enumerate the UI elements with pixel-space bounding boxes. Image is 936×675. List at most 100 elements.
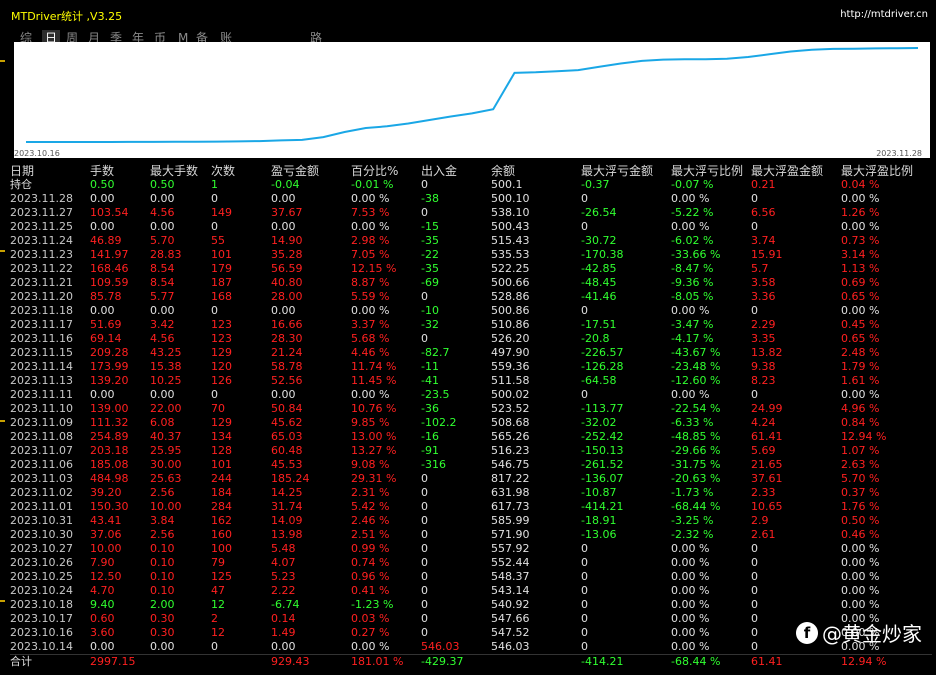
cell-4: 16.66 bbox=[271, 318, 303, 331]
tab-5[interactable]: 年 bbox=[132, 31, 145, 45]
cell-9: -6.02 % bbox=[671, 234, 714, 247]
table-row: 2023.10.25 12.50 0.10 125 5.23 0.96 % 0 548.37 0… bbox=[10, 570, 932, 584]
cell-0: 2023.11.16 bbox=[10, 332, 73, 345]
cell-6: -11 bbox=[421, 360, 439, 373]
table-row: 2023.11.23 141.97 28.83 101 35.28 7.05 % -22 53… bbox=[10, 248, 932, 262]
cell-9: -3.47 % bbox=[671, 318, 714, 331]
cell-9: -68.44 % bbox=[671, 500, 721, 513]
cell-3: 129 bbox=[211, 416, 232, 429]
cell-11: 0.65 % bbox=[841, 332, 880, 345]
cell-5: 百分比% bbox=[351, 164, 399, 178]
tab-0[interactable]: 综 bbox=[20, 31, 33, 45]
cell-6: -38 bbox=[421, 192, 439, 205]
cell-5: 10.76 % bbox=[351, 402, 397, 415]
cell-6: 0 bbox=[421, 598, 428, 611]
cell-2: 5.77 bbox=[150, 290, 175, 303]
cell-0: 2023.11.18 bbox=[10, 304, 73, 317]
cell-6: 0 bbox=[421, 542, 428, 555]
cell-2: 4.56 bbox=[150, 332, 175, 345]
cell-8: -150.13 bbox=[581, 444, 624, 457]
cell-4: 31.74 bbox=[271, 500, 303, 513]
cell-11: 0.45 % bbox=[841, 318, 880, 331]
cell-1: 0.00 bbox=[90, 192, 115, 205]
cell-10: 0 bbox=[751, 640, 758, 653]
cell-1: 12.50 bbox=[90, 570, 122, 583]
cell-0: 2023.11.14 bbox=[10, 360, 73, 373]
cell-0: 2023.10.26 bbox=[10, 556, 73, 569]
cell-9: -1.73 % bbox=[671, 486, 714, 499]
cell-0: 2023.10.30 bbox=[10, 528, 73, 541]
cell-10: 3.35 bbox=[751, 332, 776, 345]
cell-4: 14.90 bbox=[271, 234, 303, 247]
cell-11: 3.14 % bbox=[841, 248, 880, 261]
cell-4: -6.74 bbox=[271, 598, 300, 611]
tab-2[interactable]: 周 bbox=[66, 31, 79, 45]
cell-9: -48.85 % bbox=[671, 430, 721, 443]
cell-8: -126.28 bbox=[581, 360, 624, 373]
table-row: 2023.10.31 43.41 3.84 162 14.09 2.46 % 0 585.99… bbox=[10, 514, 932, 528]
cell-5: 2.51 % bbox=[351, 528, 390, 541]
cell-11: 1.26 % bbox=[841, 206, 880, 219]
cell-0: 2023.11.10 bbox=[10, 402, 73, 415]
cell-5: 0.00 % bbox=[351, 192, 390, 205]
cell-3: 2 bbox=[211, 612, 218, 625]
cell-6: -23.5 bbox=[421, 388, 450, 401]
table-row: 2023.11.02 39.20 2.56 184 14.25 2.31 % 0 631.98… bbox=[10, 486, 932, 500]
cell-10: 6.56 bbox=[751, 206, 776, 219]
cell-9: 0.00 % bbox=[671, 304, 710, 317]
tab-6[interactable]: 币 bbox=[154, 31, 167, 45]
tab-8[interactable]: 备 bbox=[196, 31, 209, 45]
cell-7: 508.68 bbox=[491, 416, 530, 429]
table-row: 2023.11.09 111.32 6.08 129 45.62 9.85 % -102.2… bbox=[10, 416, 932, 430]
facebook-icon: f bbox=[796, 621, 818, 644]
cell-2: 5.70 bbox=[150, 234, 175, 247]
cell-9: 0.00 % bbox=[671, 556, 710, 569]
cell-9: -9.36 % bbox=[671, 276, 714, 289]
cell-7: 631.98 bbox=[491, 486, 530, 499]
cell-6: 0 bbox=[421, 528, 428, 541]
cell-9: -4.17 % bbox=[671, 332, 714, 345]
cell-1: 484.98 bbox=[90, 472, 129, 485]
cell-10: 0 bbox=[751, 598, 758, 611]
cell-11: 1.76 % bbox=[841, 500, 880, 513]
stats-panel: MTDriver统计 ,V3.25 http://mtdriver.cn 综日周… bbox=[6, 0, 936, 675]
cell-8: -13.06 bbox=[581, 528, 617, 541]
tab-4[interactable]: 季 bbox=[110, 31, 123, 45]
cell-0: 2023.10.27 bbox=[10, 542, 73, 555]
cell-1: 9.40 bbox=[90, 598, 115, 611]
cell-2: 0.00 bbox=[150, 388, 175, 401]
cell-3: 123 bbox=[211, 332, 232, 345]
cell-8: -17.51 bbox=[581, 318, 617, 331]
cell-10: 2.9 bbox=[751, 514, 769, 527]
cell-8: -136.07 bbox=[581, 472, 624, 485]
cell-1: 0.00 bbox=[90, 640, 115, 653]
cell-2: 4.56 bbox=[150, 206, 175, 219]
cell-1: 109.59 bbox=[90, 276, 129, 289]
website-link[interactable]: http://mtdriver.cn bbox=[840, 9, 928, 20]
cell-9: -68.44 % bbox=[671, 655, 721, 668]
cell-10: 0.21 bbox=[751, 178, 776, 191]
cell-9: -8.47 % bbox=[671, 262, 714, 275]
cell-11: 12.94 % bbox=[841, 430, 887, 443]
table-row: 2023.11.28 0.00 0.00 0 0.00 0.00 % -38 500.10 0 0… bbox=[10, 192, 932, 206]
cell-8: -41.46 bbox=[581, 290, 617, 303]
cell-11: 2.48 % bbox=[841, 346, 880, 359]
cell-0: 2023.11.22 bbox=[10, 262, 73, 275]
cell-6: 0 bbox=[421, 612, 428, 625]
cell-1: 0.00 bbox=[90, 388, 115, 401]
tab-7[interactable]: M bbox=[178, 31, 189, 45]
cell-8: -26.54 bbox=[581, 206, 617, 219]
cell-9: 0.00 % bbox=[671, 640, 710, 653]
table-row: 2023.10.27 10.00 0.10 100 5.48 0.99 % 0 557.92 0… bbox=[10, 542, 932, 556]
cell-4: -0.04 bbox=[271, 178, 300, 191]
table-row: 2023.11.17 51.69 3.42 123 16.66 3.37 % -32 510.… bbox=[10, 318, 932, 332]
cell-0: 2023.10.16 bbox=[10, 626, 73, 639]
cell-9: -0.07 % bbox=[671, 178, 714, 191]
cell-1: 254.89 bbox=[90, 430, 129, 443]
cell-6: -316 bbox=[421, 458, 446, 471]
cell-6: -35 bbox=[421, 234, 439, 247]
cell-10: 2.33 bbox=[751, 486, 776, 499]
table-row: 2023.11.01 150.30 10.00 284 31.74 5.42 % 0 617.… bbox=[10, 500, 932, 514]
cell-11: 0.37 % bbox=[841, 486, 880, 499]
tab-3[interactable]: 月 bbox=[88, 31, 101, 45]
